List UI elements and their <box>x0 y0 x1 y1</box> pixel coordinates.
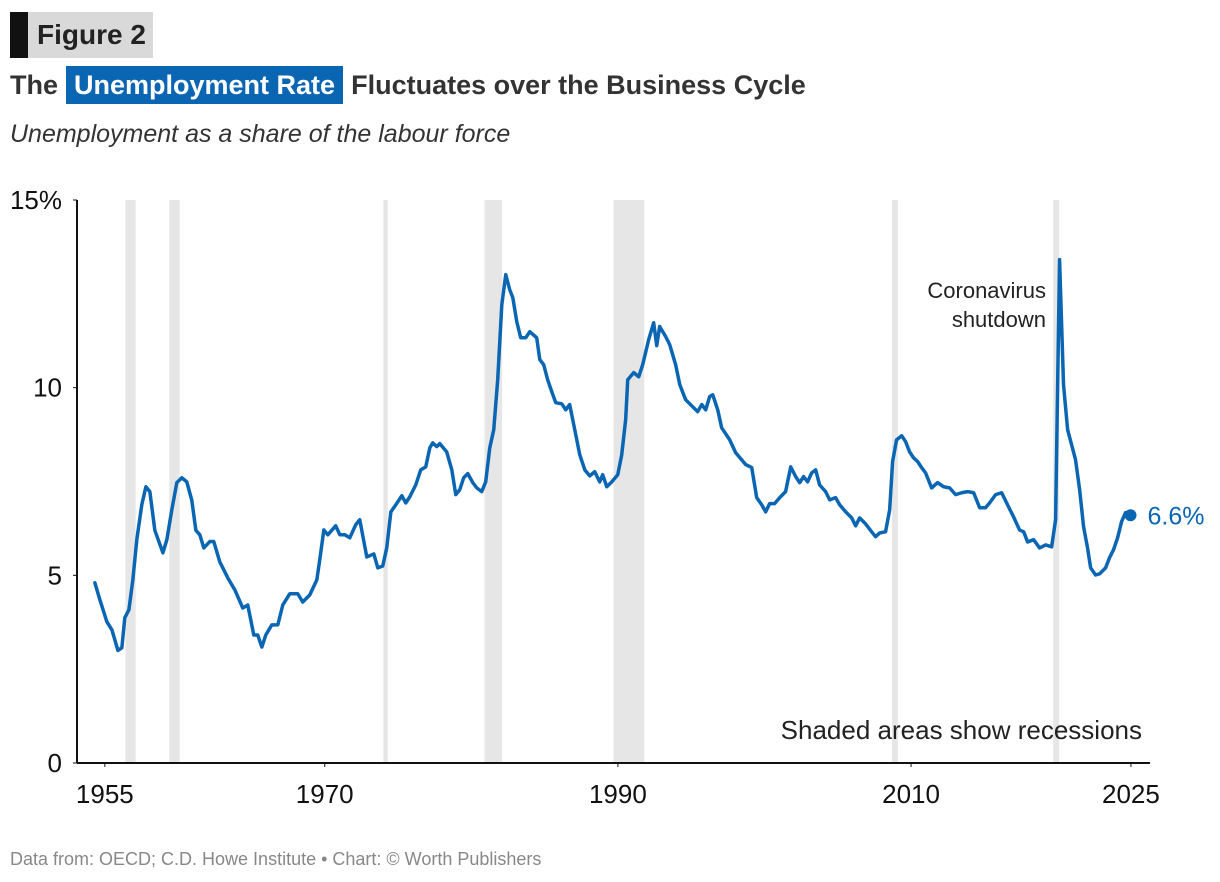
title-highlight: Unemployment Rate <box>66 66 344 104</box>
recession-band <box>892 200 898 763</box>
annotation: Coronavirus <box>927 278 1046 303</box>
recession-band <box>125 200 136 763</box>
title-part: The <box>10 69 59 100</box>
figure-label: Figure 2 <box>10 12 153 58</box>
title-part: Fluctuates over the Business Cycle <box>351 69 806 100</box>
recession-band <box>383 200 388 763</box>
y-tick-label: 10 <box>33 373 62 403</box>
source-note: Data from: OECD; C.D. Howe Institute • C… <box>10 849 542 869</box>
y-tick-label: 0 <box>48 748 62 778</box>
recession-band <box>613 200 645 763</box>
x-tick-label: 2025 <box>1102 779 1160 809</box>
chart-subtitle: Unemployment as a share of the labour fo… <box>10 120 511 148</box>
chart-title: The Unemployment Rate Fluctuates over th… <box>10 66 806 104</box>
recession-band <box>484 200 503 763</box>
figure-label-text: Figure 2 <box>28 12 153 58</box>
x-tick-label: 2010 <box>882 779 940 809</box>
data-line <box>93 257 1133 653</box>
recession-note: Shaded areas show recessions <box>781 715 1142 745</box>
recession-band <box>169 200 180 763</box>
y-tick-label: 5 <box>48 560 62 590</box>
y-tick-label: 15% <box>10 185 62 215</box>
x-tick-label: 1970 <box>296 779 354 809</box>
x-tick-label: 1990 <box>589 779 647 809</box>
annotation: shutdown <box>952 307 1046 332</box>
x-tick-label: 1955 <box>76 779 134 809</box>
end-label: 6.6% <box>1148 502 1205 530</box>
end-point <box>1124 509 1137 522</box>
figure-bar <box>10 12 28 58</box>
